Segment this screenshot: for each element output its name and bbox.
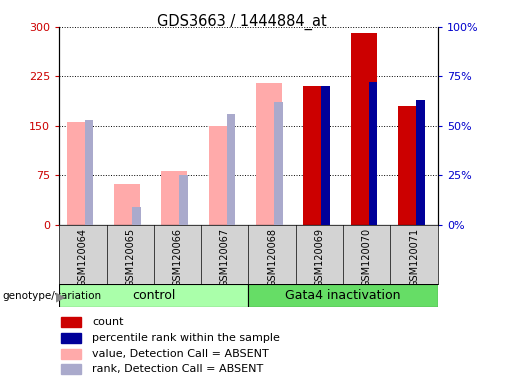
Text: percentile rank within the sample: percentile rank within the sample: [92, 333, 280, 343]
Bar: [209, 126, 235, 225]
Text: GSM120068: GSM120068: [267, 228, 277, 286]
Text: rank, Detection Call = ABSENT: rank, Detection Call = ABSENT: [92, 364, 264, 374]
Text: GDS3663 / 1444884_at: GDS3663 / 1444884_at: [157, 13, 327, 30]
Bar: [303, 86, 330, 225]
Bar: [321, 86, 330, 225]
Text: ▶: ▶: [56, 290, 65, 303]
Text: count: count: [92, 318, 124, 328]
Text: GSM120067: GSM120067: [220, 228, 230, 287]
Text: GSM120064: GSM120064: [78, 228, 88, 286]
Bar: [61, 318, 81, 328]
Bar: [179, 175, 188, 225]
Bar: [61, 349, 81, 359]
Bar: [85, 120, 93, 225]
Text: GSM120065: GSM120065: [125, 228, 135, 287]
Bar: [114, 184, 140, 225]
Bar: [274, 102, 283, 225]
Text: GSM120069: GSM120069: [315, 228, 324, 286]
Bar: [398, 106, 424, 225]
Bar: [61, 333, 81, 343]
Text: genotype/variation: genotype/variation: [3, 291, 101, 301]
Bar: [351, 33, 376, 225]
Bar: [61, 364, 81, 374]
Text: GSM120070: GSM120070: [362, 228, 372, 287]
Text: GSM120066: GSM120066: [173, 228, 182, 286]
Text: Gata4 inactivation: Gata4 inactivation: [285, 289, 401, 302]
Bar: [161, 170, 187, 225]
Text: GSM120071: GSM120071: [409, 228, 419, 287]
Bar: [256, 83, 282, 225]
Text: control: control: [132, 289, 176, 302]
Bar: [132, 207, 141, 225]
Bar: [369, 82, 377, 225]
Bar: [416, 100, 424, 225]
Bar: [227, 114, 235, 225]
Bar: [59, 284, 248, 307]
Text: value, Detection Call = ABSENT: value, Detection Call = ABSENT: [92, 349, 269, 359]
Bar: [248, 284, 438, 307]
Bar: [67, 122, 93, 225]
